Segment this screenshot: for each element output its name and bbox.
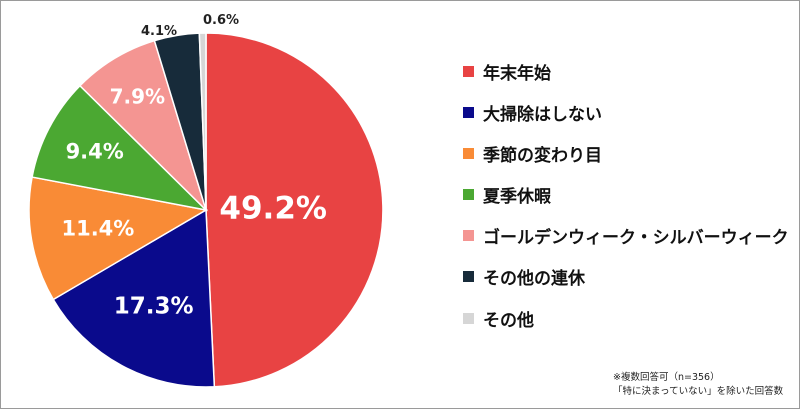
- slice-label-6: 4.1%: [141, 24, 177, 39]
- legend-swatch: [463, 148, 474, 160]
- legend-label: その他: [483, 310, 534, 331]
- note-multiple-answers: ※複数回答可（n=356）: [613, 372, 720, 383]
- legend-swatch: [463, 189, 474, 201]
- pie-slice-3: [28, 176, 209, 301]
- pie-slice-7: [198, 32, 207, 211]
- legend-item-7: その他: [463, 308, 789, 331]
- legend-swatch: [463, 312, 474, 324]
- legend-item-1: 年末年始: [463, 61, 789, 84]
- note-excluded: 「特に決まっていない」を除いた回答数: [613, 386, 784, 397]
- legend-swatch: [463, 66, 474, 77]
- slice-label-5: 7.9%: [110, 84, 165, 108]
- slice-label-1: 49.2%: [219, 190, 327, 226]
- legend-label: 大掃除はしない: [483, 105, 602, 126]
- legend-item-3: 季節の変わり目: [463, 143, 789, 167]
- legend-item-5: ゴールデンウィーク・シルバーウィーク: [463, 225, 789, 249]
- legend-item-4: 夏季休暇: [463, 184, 789, 208]
- legend-label: その他の連休: [483, 269, 585, 290]
- pie-slice-2: [52, 208, 216, 388]
- legend: 年末年始大掃除はしない 季節の変わり目 夏季休暇ゴールデンウィーク・シルバーウィーク…: [463, 61, 789, 349]
- slice-label-3: 11.4%: [61, 217, 134, 241]
- legend-swatch: [463, 230, 474, 242]
- legend-item-6: その他の連休: [463, 266, 789, 290]
- pie-slice-4: [31, 84, 209, 212]
- legend-label: ゴールデンウィーク・シルバーウィーク: [483, 228, 789, 249]
- legend-item-2: 大掃除はしない: [463, 102, 789, 126]
- legend-label: 年末年始: [483, 64, 551, 84]
- legend-label: 季節の変わり目: [483, 146, 602, 167]
- slice-label-4: 9.4%: [66, 140, 124, 164]
- slice-label-7: 0.6%: [203, 13, 239, 28]
- chart-notes: ※複数回答可（n=356） 「特に決まっていない」を除いた回答数: [613, 371, 783, 399]
- pie-slice-1: [205, 32, 384, 388]
- legend-swatch: [463, 271, 474, 283]
- legend-swatch: [463, 107, 474, 119]
- legend-label: 夏季休暇: [483, 187, 551, 208]
- slice-label-2: 17.3%: [114, 294, 194, 320]
